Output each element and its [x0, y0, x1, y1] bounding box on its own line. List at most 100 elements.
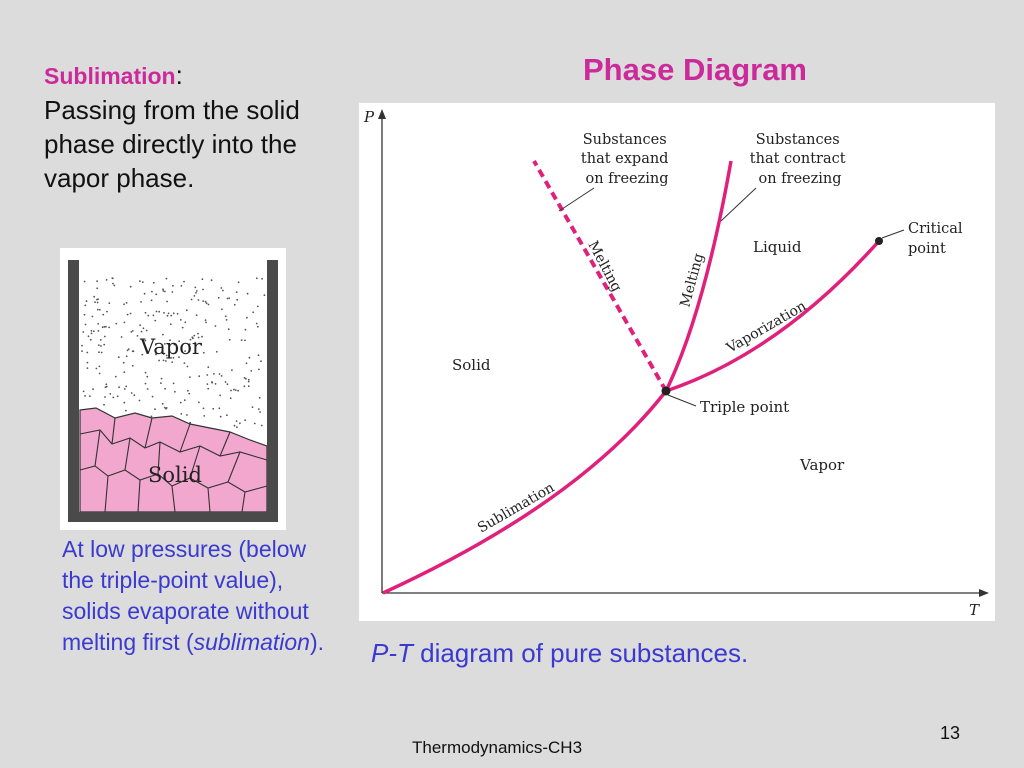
vapor-particle: [90, 332, 93, 335]
vapor-particle: [101, 326, 104, 329]
vapor-particle: [260, 360, 262, 363]
vapor-particle: [173, 343, 176, 346]
vapor-particle: [105, 325, 107, 328]
vapor-particle: [123, 303, 125, 306]
vapor-particle: [165, 407, 168, 409]
vapor-particle: [257, 408, 260, 410]
vapor-particle: [185, 309, 188, 312]
low-pressure-note: At low pressures (below the triple-point…: [62, 534, 332, 658]
vapor-particle: [103, 335, 106, 338]
vapor-particle: [155, 310, 158, 313]
vapor-particle: [261, 277, 263, 280]
vapor-particle: [105, 383, 108, 386]
vapor-particle: [98, 308, 101, 311]
vapor-particle: [184, 350, 186, 352]
vapor-particle: [202, 300, 205, 302]
vapor-particle: [244, 419, 247, 422]
vapor-particle: [226, 414, 228, 417]
vapor-particle: [98, 351, 100, 354]
vapor-particle: [139, 280, 141, 283]
vapor-particle: [116, 395, 119, 398]
vapor-particle: [255, 277, 258, 280]
p-axis-arrow: [378, 109, 386, 119]
vapor-particle: [164, 343, 166, 345]
vapor-particle: [84, 323, 87, 326]
vapor-particle: [87, 335, 90, 338]
vapor-particle: [86, 367, 89, 369]
vapor-particle: [160, 382, 162, 384]
vapor-particle: [183, 280, 185, 283]
vapor-particle: [140, 301, 142, 303]
note-contract-line-2: that contract: [750, 151, 846, 167]
vapor-particle: [176, 312, 179, 315]
vapor-particle: [158, 359, 160, 362]
vapor-particle: [180, 413, 183, 415]
vapor-particle: [247, 385, 250, 388]
vapor-particle: [86, 351, 89, 354]
vapor-particle: [230, 389, 232, 392]
vapor-particle: [144, 339, 147, 342]
vapor-particle: [164, 290, 166, 293]
vapor-particle: [188, 392, 191, 395]
vapor-particle: [155, 352, 158, 355]
vapor-particle: [245, 377, 247, 380]
vapor-particle: [82, 390, 85, 393]
vapor-particle: [206, 383, 209, 385]
vapor-particle: [225, 319, 228, 321]
sublimation-vessel-illustration: Vapor Solid: [60, 248, 286, 530]
vapor-particle: [174, 390, 176, 393]
vapor-particle: [228, 338, 231, 341]
vapor-particle: [133, 394, 136, 397]
vapor-particle: [160, 377, 163, 380]
vapor-particle: [172, 382, 175, 385]
vapor-particle: [96, 280, 98, 283]
vapor-particle: [233, 424, 236, 427]
note-contract-line-1: Substances: [756, 132, 840, 148]
vapor-particle: [187, 389, 189, 392]
vapor-particle: [222, 289, 224, 292]
vessel-vapor-label: Vapor: [139, 335, 203, 359]
vapor-particle: [253, 422, 256, 425]
vapor-particle: [217, 296, 220, 299]
vapor-particle: [108, 302, 111, 304]
vapor-particle: [112, 396, 115, 399]
vapor-particle: [102, 313, 105, 316]
vapor-particle: [122, 361, 125, 364]
region-vapor-label: Vapor: [799, 456, 845, 474]
vapor-particle: [163, 312, 165, 314]
definition-text: Passing from the solid phase directly in…: [44, 95, 300, 193]
vapor-particle: [151, 290, 153, 293]
vapor-particle: [195, 290, 198, 292]
vapor-particle: [147, 314, 150, 317]
vapor-particle: [220, 287, 223, 289]
vapor-particle: [130, 331, 133, 333]
p-axis-label: P: [363, 108, 375, 126]
vapor-particle: [117, 356, 120, 359]
vapor-particle: [190, 298, 193, 301]
vapor-particle: [92, 388, 94, 391]
diagram-caption: P-T diagram of pure substances.: [371, 638, 748, 669]
vaporization-curve: [665, 239, 881, 393]
vapor-particle: [250, 370, 253, 372]
vapor-particle: [205, 321, 207, 324]
vapor-particle: [86, 361, 89, 364]
vapor-particle: [171, 291, 174, 293]
vapor-particle: [201, 335, 203, 338]
vapor-particle: [143, 292, 146, 295]
vapor-particle: [179, 401, 182, 404]
vapor-particle: [96, 301, 99, 304]
melting-curve-expand: [532, 160, 668, 392]
vapor-particle: [161, 402, 164, 405]
vapor-particle: [94, 301, 96, 304]
vapor-particle: [93, 295, 96, 298]
vapor-particle: [181, 326, 184, 329]
vapor-particle: [104, 396, 106, 398]
vapor-particle: [146, 388, 149, 390]
vapor-particle: [169, 323, 172, 326]
vapor-particle: [202, 407, 205, 410]
vapor-particle: [163, 406, 166, 409]
vapor-particle: [180, 285, 183, 287]
vapor-particle: [126, 349, 129, 352]
vapor-particle: [197, 336, 200, 339]
vapor-particle: [129, 285, 132, 288]
